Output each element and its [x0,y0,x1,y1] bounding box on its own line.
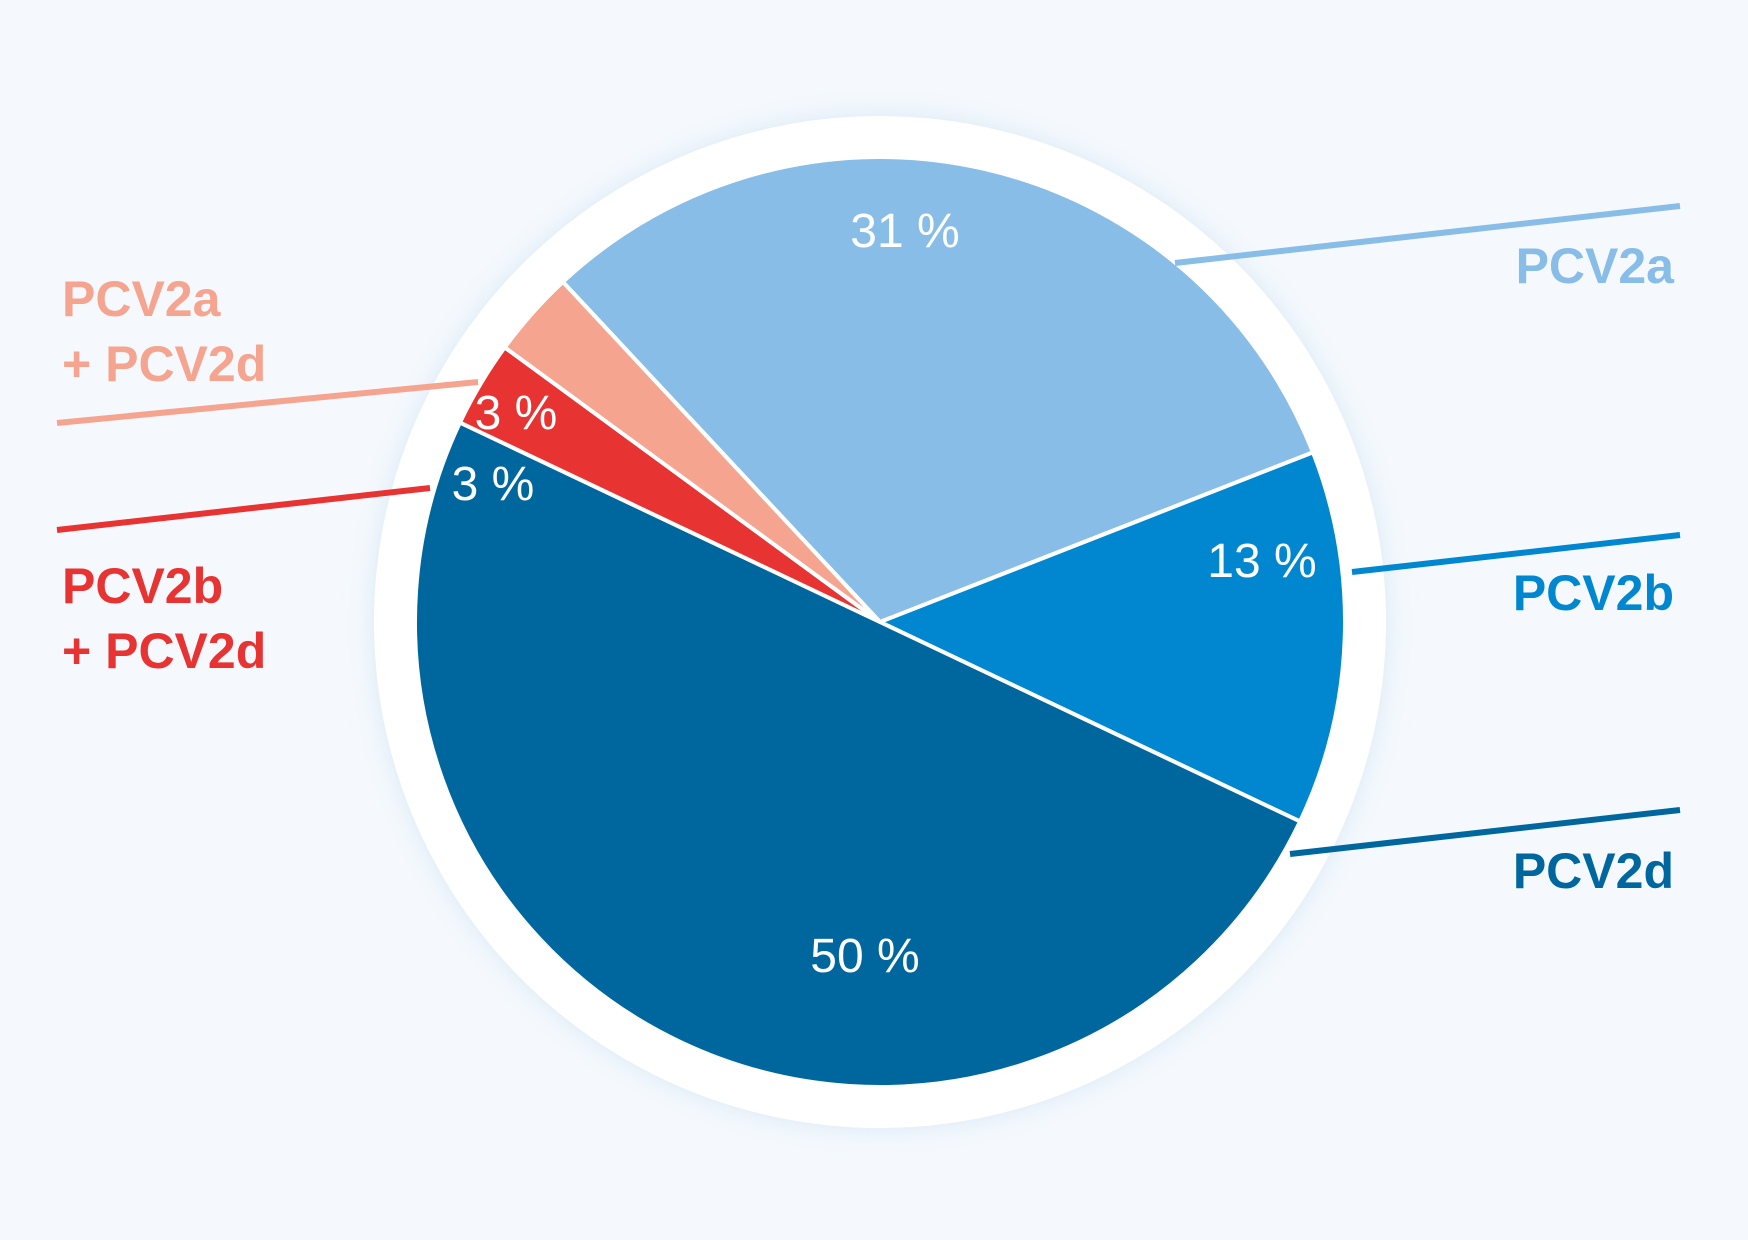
value-label-pcv2b-pcv2d: 3 % [452,458,535,511]
value-label-pcv2a-pcv2d: 3 % [475,387,558,440]
value-labels-group: 31 % 13 % 50 % 3 % 3 % [452,205,1317,983]
slices-group [413,155,1347,1089]
leader-line-pcv2a [1174,203,1681,266]
label-pcv2a: PCV2a [1516,238,1676,294]
label-pcv2b-pcv2d-line1: PCV2b [62,558,223,614]
label-pcv2a-pcv2d-line1: PCV2a [62,271,222,327]
label-pcv2a-pcv2d-line2: + PCV2d [62,336,266,392]
value-label-pcv2b: 13 % [1207,535,1316,588]
leader-line-pcv2d [1289,807,1681,857]
value-label-pcv2d: 50 % [810,930,919,983]
label-pcv2b: PCV2b [1513,565,1674,621]
pie-slice-pcv2a [560,155,1315,624]
value-label-pcv2a: 31 % [850,205,959,258]
leader-line-pcv2b-pcv2d [56,485,431,533]
label-pcv2b-pcv2d-line2: + PCV2d [62,623,266,679]
pie-slice-pcv2a-pcv2d [502,279,882,624]
leader-line-pcv2b [1351,532,1681,575]
leader-line-pcv2a-pcv2d [56,379,479,426]
pie-slice-pcv2b [878,450,1347,824]
pie-slice-pcv2d [413,420,1303,1089]
label-pcv2d: PCV2d [1513,843,1674,899]
leader-lines-group [56,203,1681,857]
